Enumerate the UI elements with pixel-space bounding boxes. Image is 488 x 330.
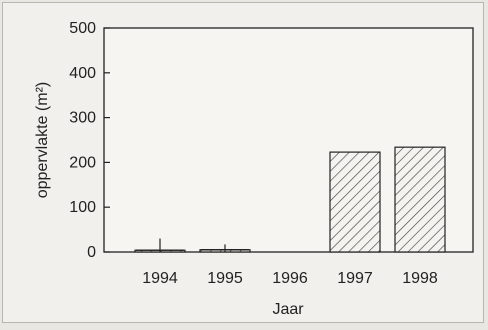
x-tick-label: 1998 (402, 270, 438, 287)
x-tick-label: 1997 (337, 270, 373, 287)
y-tick-label: 100 (69, 199, 96, 216)
x-axis-title: Jaar (272, 301, 304, 318)
bar-1998 (394, 146, 446, 253)
y-tick-label: 300 (69, 110, 96, 127)
y-axis-title: oppervlakte (m²) (34, 82, 51, 198)
y-tick-label: 0 (87, 244, 96, 261)
x-tick-label: 1995 (207, 270, 243, 287)
y-tick-label: 200 (69, 154, 96, 171)
y-tick-label: 400 (69, 65, 96, 82)
bar-chart: 0 100 200 300 400 500 1994 1995 1996 1997 1998 Jaa… (34, 20, 474, 318)
x-tick-label: 1994 (142, 270, 178, 287)
chart-figure: 0 100 200 300 400 500 1994 1995 1996 1997 1998 Jaa… (2, 2, 484, 323)
y-tick-label: 500 (69, 20, 96, 37)
bar-1997 (329, 151, 381, 253)
x-tick-label: 1996 (272, 270, 308, 287)
